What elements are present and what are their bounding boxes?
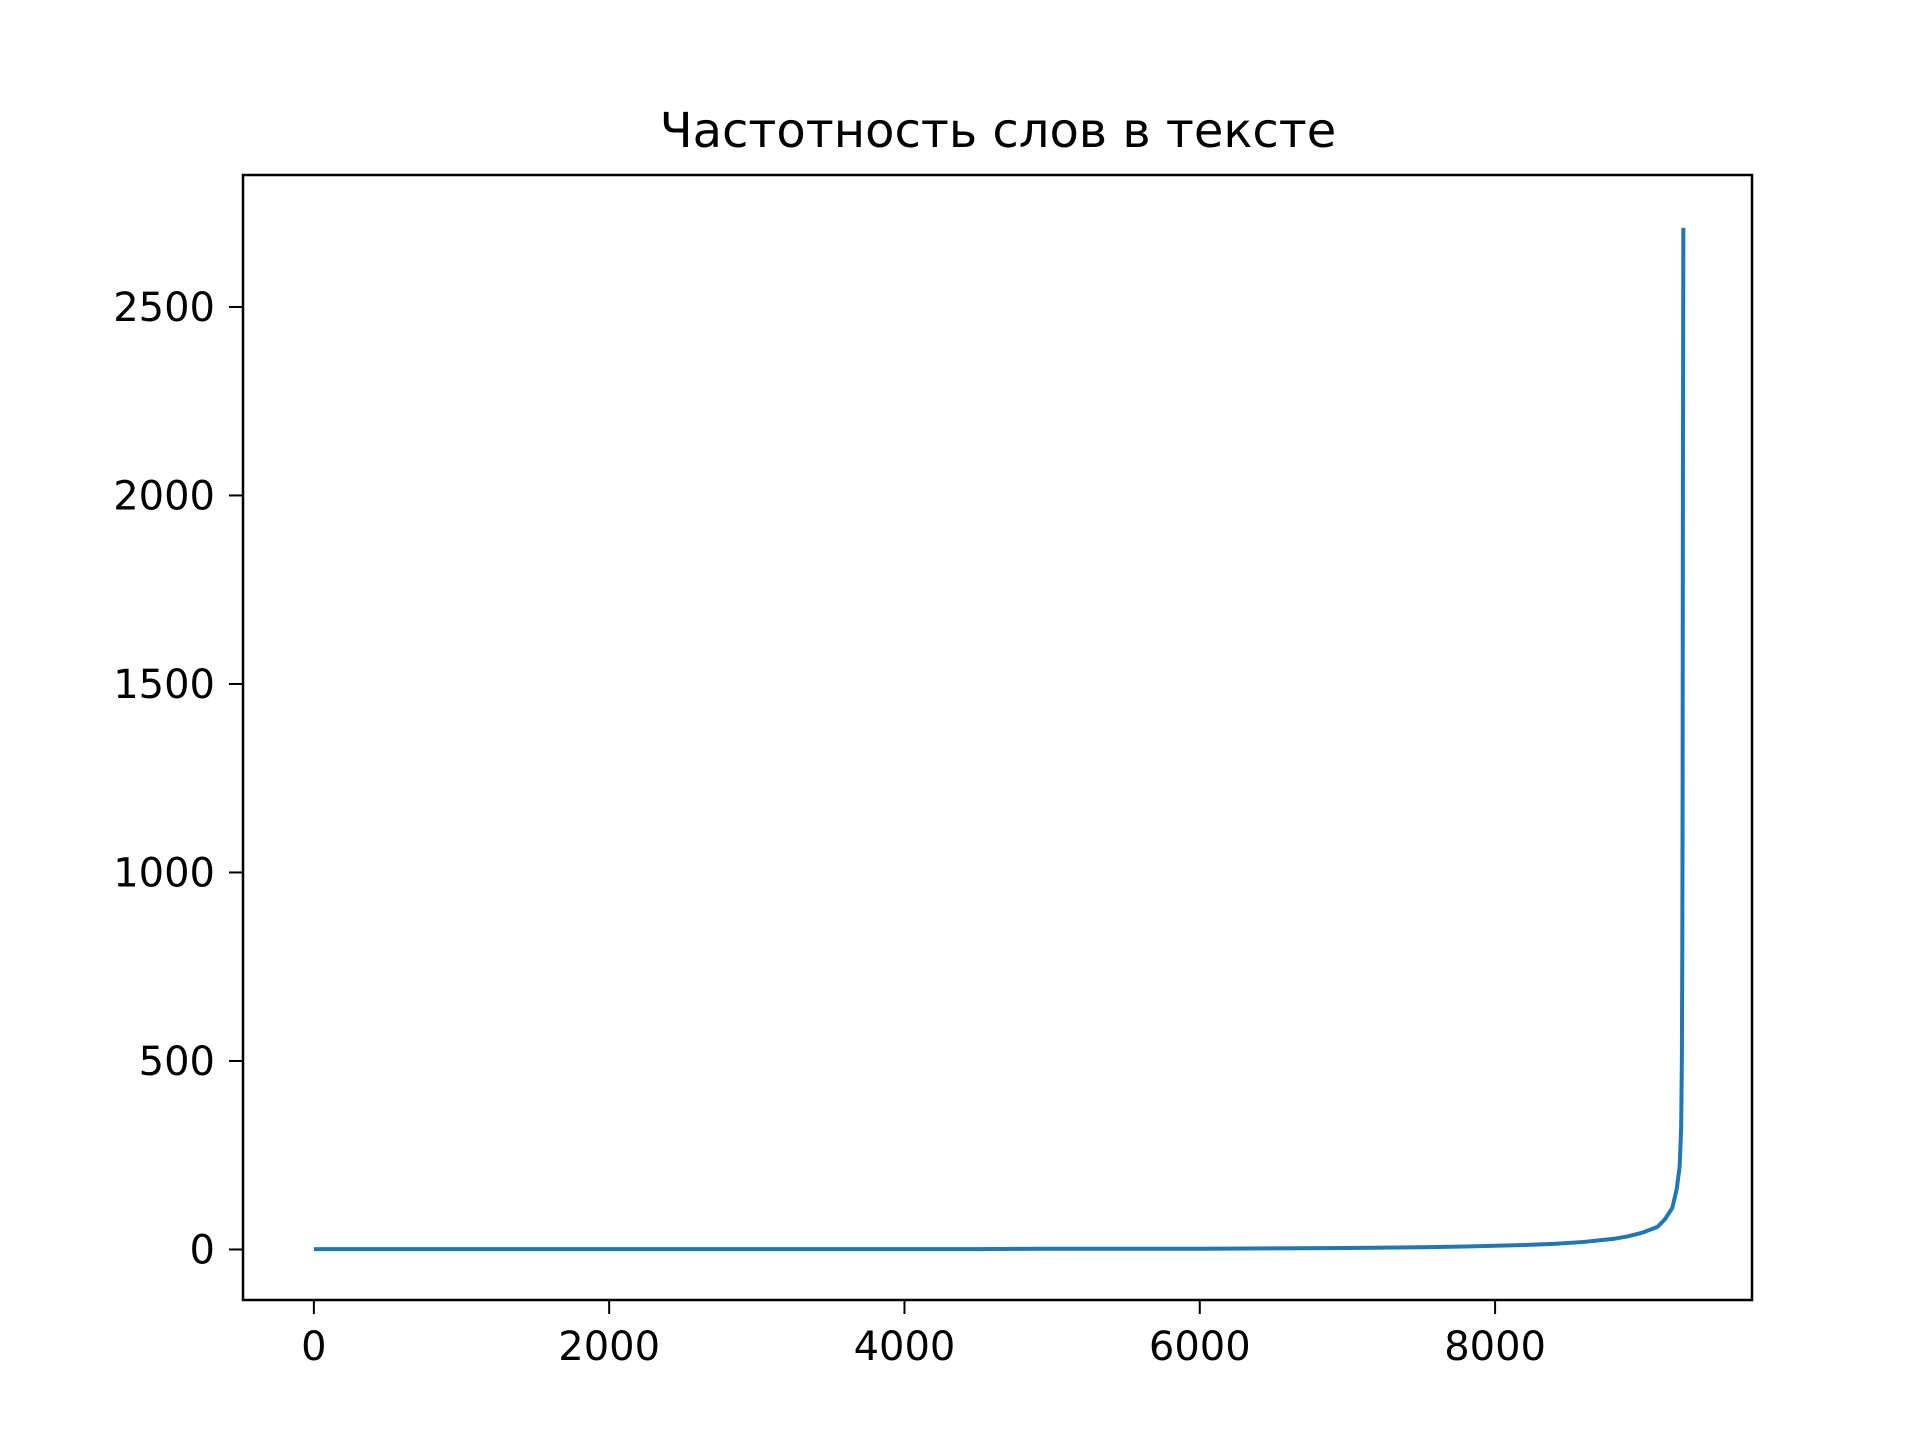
plot-area: 0 2000 4000 6000 8000 0 500 1000 1500 2000 2500 — [113, 173, 1754, 1370]
y-tick-label: 2000 — [113, 473, 215, 519]
y-tick-label: 1000 — [113, 850, 215, 896]
axes-frame — [241, 173, 1754, 1302]
x-tick-label: 6000 — [1149, 1324, 1251, 1370]
x-tick-label: 0 — [301, 1324, 326, 1370]
series-line-0 — [313, 227, 1686, 1252]
x-tick-label: 8000 — [1444, 1324, 1546, 1370]
y-tick-label: 500 — [139, 1039, 215, 1085]
x-tick-label: 4000 — [854, 1324, 956, 1370]
y-tick-label: 0 — [190, 1227, 215, 1273]
y-tick-label: 2500 — [113, 285, 215, 331]
chart-title: Частотность слов в тексте — [660, 103, 1337, 159]
x-tick-label: 2000 — [558, 1324, 660, 1370]
y-tick-label: 1500 — [113, 662, 215, 708]
